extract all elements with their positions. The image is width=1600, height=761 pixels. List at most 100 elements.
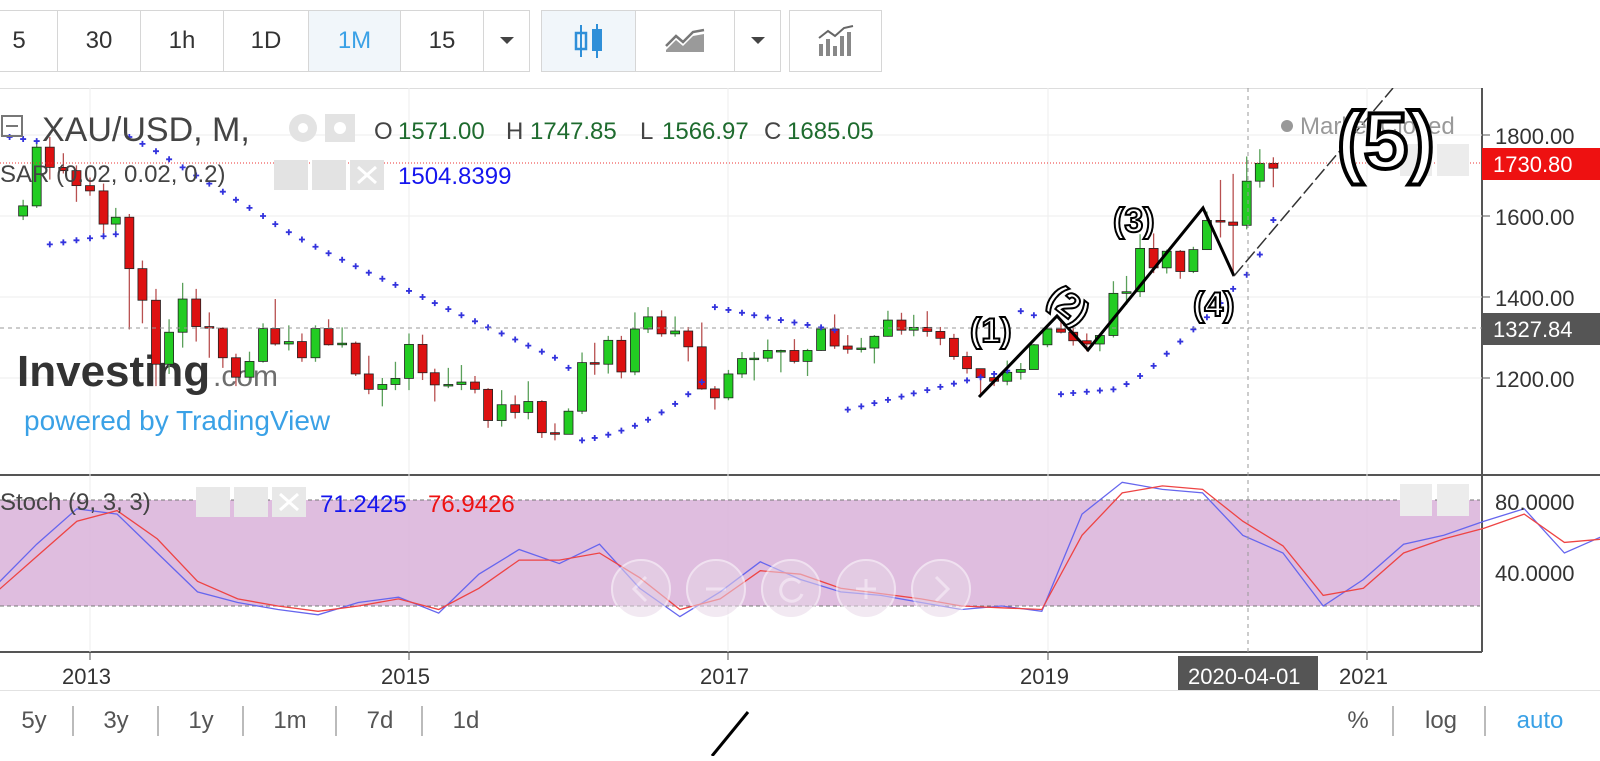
range-7d-button[interactable]: 7d xyxy=(360,703,400,739)
candle xyxy=(71,165,82,202)
high-label: H xyxy=(506,118,523,145)
range-separator xyxy=(157,706,159,736)
candle-body xyxy=(177,298,188,333)
sar-point xyxy=(445,306,452,313)
scroll-left-button[interactable] xyxy=(611,559,671,619)
candles-style-button[interactable] xyxy=(541,10,636,72)
range-1d-button[interactable]: 1d xyxy=(446,703,486,739)
candle xyxy=(683,326,694,362)
sar-eye-icon[interactable] xyxy=(274,160,308,190)
candle-body xyxy=(110,216,121,225)
candle-body xyxy=(670,330,681,335)
candle-body xyxy=(737,358,747,375)
time-axis[interactable]: 2013 2015 2017 2019 2021 2020-04-01 xyxy=(62,652,1388,692)
candle xyxy=(789,339,800,364)
watermark-brand: Investing xyxy=(17,347,210,396)
candle xyxy=(775,349,786,373)
sar-point xyxy=(232,196,239,203)
candle-body xyxy=(258,328,268,362)
sar-point xyxy=(1190,326,1197,333)
candle-body xyxy=(350,342,361,375)
interval-1d-button[interactable]: 1D xyxy=(223,10,309,72)
stoch-settings-icon[interactable] xyxy=(234,487,268,517)
candle xyxy=(510,395,521,419)
candle xyxy=(616,335,627,379)
sar-point xyxy=(725,306,732,313)
sar-point xyxy=(1177,338,1184,345)
interval-5-button[interactable]: 5 xyxy=(0,10,58,72)
stoch-maximize-button[interactable] xyxy=(1437,484,1469,516)
candle-body xyxy=(922,326,933,332)
candle-body xyxy=(683,330,694,348)
candle xyxy=(429,368,440,402)
sar-point xyxy=(858,403,865,410)
log-scale-button[interactable]: log xyxy=(1418,703,1464,739)
candle-body xyxy=(696,346,707,390)
range-label: 1m xyxy=(273,707,307,734)
chevron-down-icon xyxy=(750,37,765,44)
candle xyxy=(1121,275,1132,305)
candle xyxy=(483,388,493,428)
stoch-lines-layer xyxy=(0,481,1600,618)
price-axis[interactable]: 1800.00 1600.00 1400.00 1200.00 1730.80 … xyxy=(1482,124,1600,586)
sar-point xyxy=(551,354,558,361)
pane-maximize-button[interactable] xyxy=(1437,144,1469,176)
candle xyxy=(177,282,188,348)
range-1m-button[interactable]: 1m xyxy=(268,703,312,739)
indicators-button[interactable] xyxy=(789,10,882,72)
sar-point xyxy=(152,148,159,155)
sar-point xyxy=(991,370,998,377)
candle-body xyxy=(577,362,587,412)
range-5y-button[interactable]: 5y xyxy=(14,703,54,739)
candle-body xyxy=(244,360,255,378)
crosshair-price-text: 1327.84 xyxy=(1493,317,1573,342)
price-chart[interactable]: Investing .com powered by TradingView (1… xyxy=(0,87,1600,756)
low-label: L xyxy=(640,118,653,145)
candle xyxy=(696,322,707,390)
candle-body xyxy=(377,384,388,390)
candle xyxy=(283,325,294,351)
candle-body xyxy=(217,327,228,359)
stoch-d-value: 76.9426 xyxy=(428,491,515,518)
candle xyxy=(1254,149,1265,188)
candle xyxy=(85,177,95,196)
candle-body xyxy=(1228,221,1239,226)
candle xyxy=(323,319,334,346)
sar-point xyxy=(751,312,758,319)
auto-scale-button[interactable]: auto xyxy=(1510,703,1570,739)
candle-body xyxy=(1188,249,1199,272)
candle-body xyxy=(709,388,720,399)
stoch-d-line xyxy=(0,485,1600,612)
stoch-label: Stoch (9, 3, 3) xyxy=(0,489,151,516)
percent-scale-button[interactable]: % xyxy=(1343,703,1373,739)
candle-body xyxy=(71,170,82,187)
stoch-eye-icon[interactable] xyxy=(196,487,230,517)
interval-1m-button[interactable]: 1M xyxy=(308,10,401,72)
pane-down-button[interactable] xyxy=(1400,144,1432,176)
interval-30-button[interactable]: 30 xyxy=(57,10,141,72)
range-1y-button[interactable]: 1y xyxy=(181,703,221,739)
price-tick: 1600.00 xyxy=(1495,205,1575,230)
scroll-right-button[interactable] xyxy=(911,559,971,619)
candle-body xyxy=(496,404,507,421)
interval-1h-button[interactable]: 1h xyxy=(140,10,224,72)
stoch-up-button[interactable] xyxy=(1400,484,1432,516)
style-dropdown-button[interactable] xyxy=(734,10,781,72)
range-bar: 5y 3y 1y 1m 7d 1d % log auto xyxy=(0,690,1600,757)
interval-dropdown-button[interactable] xyxy=(483,10,530,72)
sar-point xyxy=(339,256,346,263)
interval-15-button[interactable]: 15 xyxy=(400,10,484,72)
collapse-icon[interactable] xyxy=(1,115,23,137)
time-tick: 2017 xyxy=(700,664,749,689)
line-style-button[interactable] xyxy=(635,10,735,72)
candle-body xyxy=(297,341,307,359)
sar-point xyxy=(272,221,279,228)
sar-settings-icon[interactable] xyxy=(312,160,346,190)
reset-button[interactable] xyxy=(761,559,821,619)
chart-area[interactable]: Investing .com powered by TradingView (1… xyxy=(0,87,1600,756)
stoch-legend: Stoch (9, 3, 3) 71.2425 76.9426 xyxy=(0,487,515,518)
range-3y-button[interactable]: 3y xyxy=(96,703,136,739)
sar-point xyxy=(977,374,984,381)
candle xyxy=(630,312,640,376)
range-separator xyxy=(242,706,244,736)
